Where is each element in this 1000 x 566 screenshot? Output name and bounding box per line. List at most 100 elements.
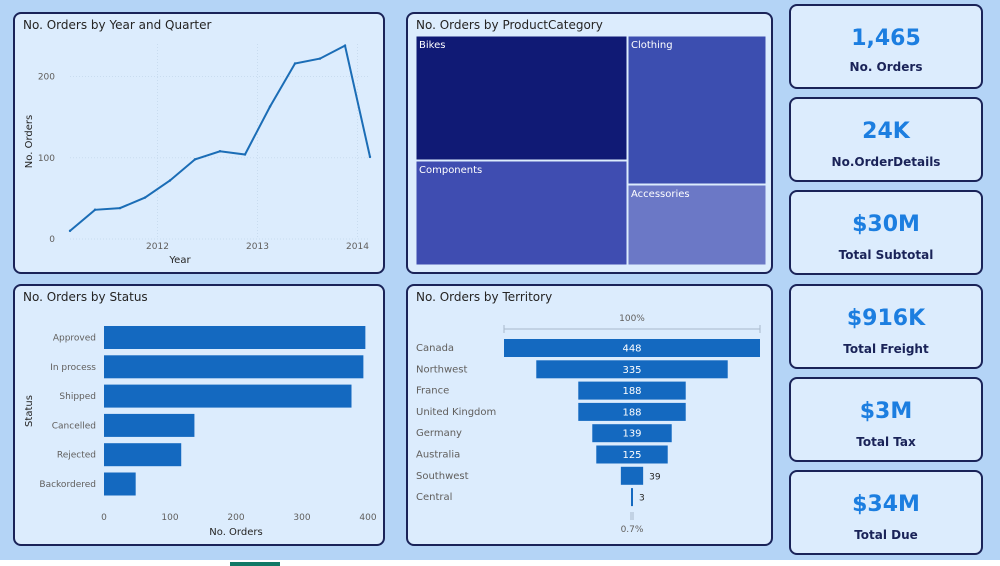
kpi-value: $3M — [859, 399, 913, 424]
funnel-value-label: 139 — [622, 429, 641, 440]
funnel-value-label: 335 — [622, 365, 641, 376]
kpi-value: $34M — [852, 492, 920, 517]
treemap-tile-label: Bikes — [419, 40, 445, 51]
x-axis-title: No. Orders — [209, 527, 262, 538]
x-tick-label: 2012 — [146, 242, 169, 252]
treemap-tile-label: Components — [419, 165, 482, 176]
treemap-tile — [627, 184, 767, 266]
kpi-card-order-details: 24K No.OrderDetails — [789, 97, 983, 182]
status-bar-chart: Approved In process Shipped Cancelled Reject… — [24, 326, 377, 538]
page-tab-indicator[interactable] — [230, 562, 280, 566]
y-axis-title: Status — [24, 395, 35, 427]
funnel-category-label: Northwest — [416, 364, 468, 375]
funnel-category-label: Australia — [416, 450, 460, 461]
funnel-value-label: 188 — [622, 407, 641, 418]
funnel-category-label: Canada — [416, 343, 454, 354]
territory-funnel-chart: 100% Canada 448 Northwest 335 France 188 United… — [416, 314, 761, 535]
x-tick-label: 400 — [359, 513, 376, 523]
data-point — [293, 62, 297, 65]
kpi-value: 1,465 — [851, 26, 921, 51]
funnel-value-label: 125 — [622, 450, 641, 461]
treemap-title: No. Orders by ProductCategory — [416, 18, 603, 32]
data-point — [343, 44, 347, 47]
territory-funnel-panel: No. Orders by Territory 100% Canada 448 Nor… — [406, 284, 773, 546]
funnel-value-label: 448 — [622, 344, 641, 355]
status-bar — [104, 443, 182, 467]
status-bar — [104, 355, 364, 379]
funnel-category-label: Central — [416, 492, 452, 503]
status-category-label: Backordered — [39, 480, 96, 490]
x-axis-title: Year — [168, 255, 191, 266]
kpi-card-subtotal: $30M Total Subtotal — [789, 190, 983, 275]
data-point — [218, 150, 222, 153]
data-point — [68, 229, 72, 233]
treemap-chart: Bikes Clothing Components Accessories — [415, 35, 767, 266]
status-category-label: Cancelled — [52, 421, 96, 431]
x-tick-label: 2013 — [246, 242, 269, 252]
status-bar — [104, 326, 366, 349]
line-chart-panel: No. Orders by Year and Quarter 0 100 200 20… — [13, 12, 385, 274]
data-point — [93, 208, 97, 211]
funnel-category-label: France — [416, 386, 449, 397]
funnel-bar — [592, 424, 672, 443]
funnel-bar — [596, 445, 668, 464]
status-bar — [104, 384, 352, 408]
status-category-label: In process — [50, 363, 96, 373]
kpi-label: No. Orders — [849, 60, 923, 74]
kpi-card-total-due: $34M Total Due — [789, 470, 983, 555]
funnel-value-label: 39 — [649, 472, 661, 482]
x-tick-label: 100 — [161, 513, 178, 523]
data-point — [193, 158, 197, 161]
funnel-bottom-label: 0.7% — [621, 525, 644, 535]
status-category-label: Approved — [53, 334, 96, 344]
x-tick-label: 300 — [293, 513, 310, 523]
y-tick-label: 100 — [38, 154, 55, 164]
data-point — [143, 196, 147, 199]
status-category-label: Shipped — [59, 392, 96, 402]
kpi-value: 24K — [862, 119, 910, 144]
data-point — [268, 105, 272, 108]
funnel-value-label: 188 — [622, 386, 641, 397]
status-chart-panel: No. Orders by Status Approved In process S… — [13, 284, 385, 546]
status-category-label: Rejected — [57, 451, 96, 461]
line-chart: 0 100 200 2012 2013 2014 Year No. Orders — [24, 44, 372, 266]
kpi-label: Total Tax — [856, 435, 916, 449]
status-bar — [104, 413, 195, 437]
treemap-tile-label: Accessories — [631, 189, 690, 200]
treemap-tile-label: Clothing — [631, 40, 673, 51]
y-tick-label: 0 — [49, 235, 55, 245]
status-bar — [104, 472, 136, 496]
kpi-value: $916K — [846, 306, 926, 331]
funnel-bar — [536, 360, 728, 379]
data-point — [118, 206, 122, 210]
kpi-label: Total Freight — [843, 342, 929, 356]
data-point — [168, 179, 172, 182]
series-line — [69, 44, 371, 232]
status-chart-title: No. Orders by Status — [23, 290, 148, 304]
funnel-bar — [620, 466, 644, 485]
x-tick-label: 2014 — [346, 242, 369, 252]
kpi-value: $30M — [852, 212, 920, 237]
funnel-category-label: Southwest — [416, 471, 469, 482]
y-axis-title: No. Orders — [24, 115, 35, 168]
treemap-tile — [415, 35, 628, 161]
kpi-card-tax: $3M Total Tax — [789, 377, 983, 462]
funnel-top-label: 100% — [619, 314, 645, 324]
kpi-label: Total Due — [854, 528, 918, 542]
kpi-card-freight: $916K Total Freight — [789, 284, 983, 369]
treemap-panel: No. Orders by ProductCategory Bikes Cloth… — [406, 12, 773, 274]
funnel-bar — [578, 381, 686, 400]
funnel-bar — [631, 488, 633, 507]
territory-funnel-title: No. Orders by Territory — [416, 290, 553, 304]
funnel-value-label: 3 — [639, 494, 645, 504]
kpi-label: Total Subtotal — [838, 248, 934, 262]
funnel-category-label: United Kingdom — [416, 407, 496, 418]
kpi-card-orders: 1,465 No. Orders — [789, 4, 983, 89]
treemap-tile — [627, 35, 767, 185]
y-tick-label: 200 — [38, 73, 55, 83]
data-point — [243, 153, 247, 156]
funnel-bar — [578, 402, 686, 421]
funnel-bar — [504, 339, 760, 357]
funnel-category-label: Germany — [416, 428, 462, 439]
bottom-page-strip — [0, 560, 1000, 566]
